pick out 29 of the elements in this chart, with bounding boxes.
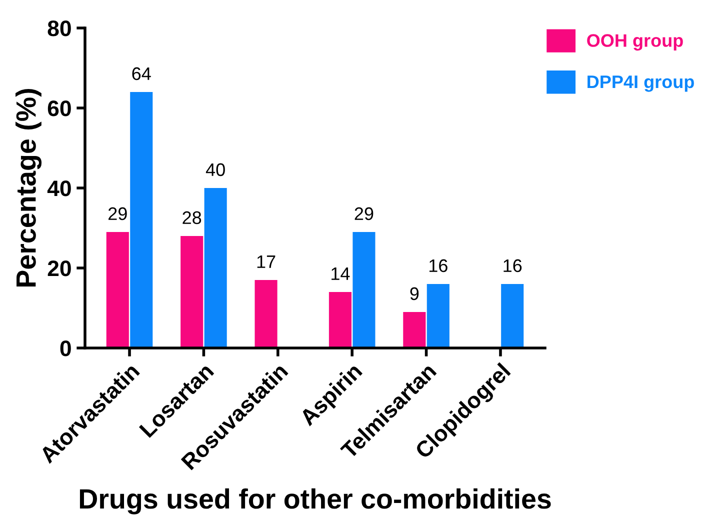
bar — [180, 236, 204, 348]
data-label: 40 — [206, 163, 225, 176]
y-tick-label: 40 — [47, 180, 71, 196]
y-axis-title: Percentage (%) — [16, 89, 42, 286]
bar — [352, 232, 376, 348]
bar — [130, 92, 153, 348]
data-label: 9 — [410, 287, 419, 300]
data-label: 29 — [354, 207, 374, 220]
y-tick-label: 20 — [48, 260, 71, 276]
bar — [328, 292, 352, 348]
bar — [501, 284, 524, 348]
bar — [106, 232, 129, 348]
data-label: 14 — [332, 268, 350, 280]
bar — [403, 312, 426, 348]
bar — [254, 280, 278, 348]
legend-label: DPP4I group — [588, 76, 694, 92]
data-label: 29 — [108, 207, 127, 220]
bar — [426, 284, 450, 348]
x-axis-title: Drugs used for other co-morbidities — [80, 488, 551, 514]
data-label: 16 — [429, 259, 448, 272]
y-tick-label: 60 — [48, 100, 71, 116]
bar — [204, 188, 227, 348]
y-tick-label: 80 — [48, 20, 71, 36]
data-label: 64 — [132, 67, 151, 80]
y-tick-label: 0 — [60, 340, 71, 356]
legend-label: OOH group — [587, 34, 683, 51]
data-label: 16 — [504, 259, 522, 272]
data-label: 28 — [182, 211, 202, 224]
data-label: 17 — [257, 256, 276, 268]
